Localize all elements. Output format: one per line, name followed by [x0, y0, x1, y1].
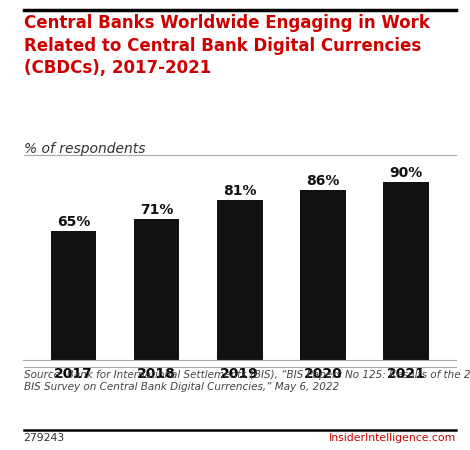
Bar: [133, 220, 180, 360]
Text: 81%: 81%: [223, 184, 257, 198]
Text: 90%: 90%: [389, 166, 423, 180]
Text: % of respondents: % of respondents: [24, 142, 145, 156]
Text: 86%: 86%: [306, 174, 339, 188]
Bar: [383, 182, 429, 360]
Text: 65%: 65%: [57, 215, 90, 230]
Bar: [50, 231, 96, 360]
Bar: [300, 190, 346, 360]
Text: InsiderIntelligence.com: InsiderIntelligence.com: [329, 433, 456, 443]
Text: Source: Bank for International Settlements (BIS), “BIS Papers No 125: Results of: Source: Bank for International Settlemen…: [24, 370, 470, 392]
Text: Central Banks Worldwide Engaging in Work
Related to Central Bank Digital Currenc: Central Banks Worldwide Engaging in Work…: [24, 14, 430, 77]
Bar: [217, 200, 263, 360]
Text: 279243: 279243: [24, 433, 65, 443]
Text: 71%: 71%: [140, 203, 173, 217]
